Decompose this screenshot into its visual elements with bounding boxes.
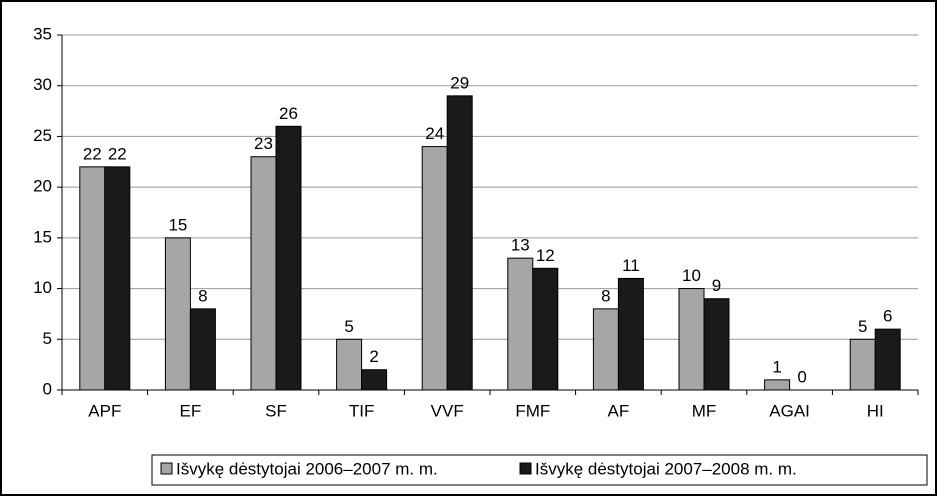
bar [617,277,644,391]
bar [592,308,619,391]
data-label: 15 [168,215,187,234]
bar [532,267,559,391]
y-tick-label: 0 [43,379,52,398]
bar [874,328,901,391]
x-tick-label: FMF [515,401,550,420]
data-label: 2 [369,347,378,366]
bar [275,125,302,391]
bar [79,166,106,391]
bar [104,166,131,391]
data-label: 10 [682,266,701,285]
bar [189,308,216,391]
x-tick-label: HI [867,401,884,420]
y-tick-label: 20 [33,177,52,196]
bar [361,369,388,391]
y-tick-label: 25 [33,126,52,145]
bar [849,338,876,391]
data-label: 9 [712,276,721,295]
data-label: 26 [279,104,298,123]
legend-swatch [160,462,173,475]
data-label: 23 [254,134,273,153]
legend-box [151,454,928,486]
data-label: 22 [83,144,102,163]
y-tick-label: 15 [33,227,52,246]
legend-label: Išvykę dėstytojai 2007–2008 m. m. [535,459,797,478]
x-tick-label: AF [608,401,630,420]
data-label: 29 [450,73,469,92]
data-label: 22 [108,144,127,163]
data-label: 8 [601,286,610,305]
x-tick-label: MF [692,401,717,420]
x-tick-label: SF [265,401,287,420]
data-label: 6 [883,307,892,326]
data-label: 5 [858,317,867,336]
y-tick-label: 30 [33,75,52,94]
data-label: 13 [511,236,530,255]
x-tick-label: VVF [431,401,464,420]
y-tick-label: 10 [33,278,52,297]
legend-swatch [519,462,532,475]
bar [421,146,448,391]
bar [678,288,705,391]
data-label: 12 [536,246,555,265]
data-label: 1 [772,357,781,376]
x-tick-label: TIF [349,401,375,420]
bar [764,379,791,391]
y-tick-label: 35 [33,24,52,43]
bar [703,298,730,391]
data-label: 0 [797,367,806,386]
x-tick-label: APF [88,401,121,420]
legend-label: Išvykę dėstytojai 2006–2007 m. m. [176,459,438,478]
data-label: 24 [425,124,444,143]
data-label: 11 [622,256,640,275]
bar [507,257,534,391]
x-tick-label: EF [180,401,202,420]
data-label: 8 [198,286,207,305]
x-tick-label: AGAI [769,401,810,420]
y-tick-label: 5 [43,329,52,348]
bar [446,95,473,391]
bar [336,338,363,391]
bar [164,237,191,391]
data-label: 5 [344,317,353,336]
bar [250,156,277,391]
